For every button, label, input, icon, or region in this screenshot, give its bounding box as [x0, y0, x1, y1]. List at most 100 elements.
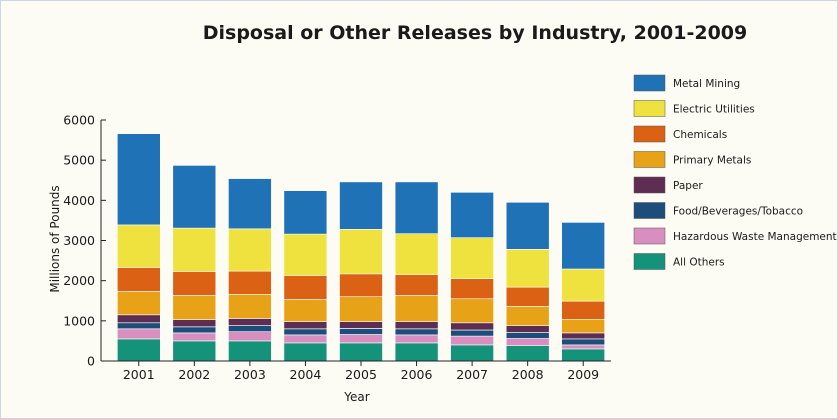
x-tick-label: 2008 — [512, 367, 544, 382]
x-axis: 2001 2002 2003 2004 2005 2006 2007 2008 2009 — [101, 360, 611, 382]
legend-swatch — [633, 151, 666, 168]
bar-segment-2006-electric-utilities — [394, 233, 439, 275]
bar-segment-2005-hazardous-waste-management — [339, 334, 383, 344]
bar-segment-2006-all-others — [394, 342, 439, 362]
bar-segment-2008-primary-metals — [505, 306, 550, 326]
y-tick-label: 3000 — [63, 233, 95, 248]
bars-group — [117, 133, 606, 362]
legend-swatch — [633, 253, 666, 270]
legend-swatch — [633, 125, 666, 143]
bar-segment-2005-chemicals — [339, 273, 383, 297]
bar-segment-2009-food-beverages-tobacco — [561, 338, 606, 346]
bar-segment-2002-food-beverages-tobacco — [172, 326, 217, 334]
bar-segment-2004-metal-mining — [283, 190, 328, 235]
x-axis-label: Year — [343, 390, 369, 404]
bar-segment-2004-all-others — [283, 342, 328, 362]
bar-segment-2008-chemicals — [505, 286, 550, 307]
bar-segment-2003-primary-metals — [228, 293, 272, 319]
y-tick-label: 4000 — [63, 193, 95, 208]
bar-segment-2008-all-others — [505, 345, 550, 362]
bar-segment-2001-paper — [117, 314, 161, 324]
y-tick-label: 1000 — [63, 313, 95, 328]
x-tick-label: 2007 — [456, 367, 488, 382]
bar-segment-2008-paper — [505, 325, 550, 333]
bar-segment-2004-paper — [283, 321, 328, 330]
bar-segment-2003-paper — [228, 318, 272, 326]
bar-segment-2006-paper — [394, 321, 439, 330]
bar-segment-2001-chemicals — [117, 267, 161, 292]
legend-label: Hazardous Waste Management — [673, 231, 837, 243]
bar-segment-2009-all-others — [561, 348, 606, 362]
bar-segment-2003-chemicals — [228, 270, 272, 295]
bar-segment-2008-hazardous-waste-management — [505, 338, 550, 346]
bar-segment-2001-electric-utilities — [117, 224, 161, 268]
bar-segment-2008-electric-utilities — [505, 249, 550, 288]
bar-segment-2009-metal-mining — [561, 222, 606, 270]
bar-segment-2003-metal-mining — [228, 178, 272, 230]
bar-segment-2003-food-beverages-tobacco — [228, 325, 272, 333]
bar-segment-2008-metal-mining — [505, 202, 550, 250]
bar-segment-2005-food-beverages-tobacco — [339, 328, 383, 335]
y-tick-label: 5000 — [63, 153, 95, 168]
bar-segment-2006-chemicals — [394, 274, 439, 296]
bar-segment-2004-hazardous-waste-management — [283, 334, 328, 344]
legend-label: Paper — [673, 180, 703, 192]
bar-segment-2007-primary-metals — [450, 298, 494, 324]
legend-swatch — [633, 202, 666, 219]
legend-label: Electric Utilities — [673, 104, 755, 116]
y-tick-label: 2000 — [63, 273, 95, 288]
bar-segment-2007-metal-mining — [450, 192, 494, 239]
bar-segment-2007-electric-utilities — [450, 237, 494, 279]
bar-segment-2005-paper — [339, 321, 383, 329]
bar-segment-2006-primary-metals — [394, 295, 439, 322]
bar-segment-2004-food-beverages-tobacco — [283, 328, 328, 336]
y-axis-label: Millions of Pounds — [48, 185, 62, 292]
bar-segment-2001-all-others — [117, 338, 161, 362]
bar-segment-2002-metal-mining — [172, 165, 217, 229]
bar-segment-2002-chemicals — [172, 271, 217, 296]
bar-segment-2006-food-beverages-tobacco — [394, 328, 439, 336]
bar-segment-2009-paper — [561, 332, 606, 340]
y-axis: 0 1000 2000 3000 4000 5000 6000 — [63, 113, 106, 369]
bar-segment-2006-metal-mining — [394, 181, 439, 234]
bar-segment-2001-food-beverages-tobacco — [117, 322, 161, 330]
bar-segment-2001-metal-mining — [117, 133, 161, 226]
bar-segment-2004-electric-utilities — [283, 233, 328, 276]
bar-segment-2002-electric-utilities — [172, 227, 217, 272]
legend-swatch — [633, 227, 666, 245]
y-tick-label: 6000 — [63, 113, 95, 128]
bar-segment-2005-metal-mining — [339, 181, 383, 230]
legend-label: All Others — [673, 257, 725, 269]
bar-segment-2001-hazardous-waste-management — [117, 328, 161, 340]
bar-segment-2002-primary-metals — [172, 295, 217, 320]
legend-swatch — [633, 100, 666, 117]
bar-segment-2007-paper — [450, 322, 494, 331]
legend-label: Primary Metals — [673, 155, 751, 167]
bar-segment-2007-all-others — [450, 344, 494, 362]
bar-segment-2006-hazardous-waste-management — [394, 334, 439, 344]
bar-segment-2004-chemicals — [283, 275, 328, 300]
bar-segment-2003-electric-utilities — [228, 228, 272, 272]
x-tick-label: 2001 — [123, 367, 155, 382]
x-tick-label: 2004 — [290, 367, 322, 382]
bar-segment-2009-electric-utilities — [561, 268, 606, 302]
x-tick-label: 2002 — [178, 367, 210, 382]
bar-segment-2002-hazardous-waste-management — [172, 332, 217, 342]
legend-label: Food/Beverages/Tobacco — [673, 206, 803, 218]
bar-segment-2009-hazardous-waste-management — [561, 344, 606, 350]
bar-segment-2005-all-others — [339, 342, 383, 362]
x-tick-label: 2003 — [234, 367, 266, 382]
x-tick-label: 2009 — [567, 367, 599, 382]
bar-segment-2007-food-beverages-tobacco — [450, 329, 494, 337]
bar-segment-2005-primary-metals — [339, 296, 383, 322]
bar-segment-2002-all-others — [172, 340, 217, 362]
bar-segment-2003-all-others — [228, 340, 272, 362]
y-tick-label: 0 — [87, 354, 95, 369]
chart-title: Disposal or Other Releases by Industry, … — [203, 22, 748, 44]
bar-segment-2003-hazardous-waste-management — [228, 331, 272, 342]
legend: Metal Mining Electric Utilities Chemicals P… — [633, 74, 837, 270]
bar-segment-2002-paper — [172, 319, 217, 328]
bar-segment-2007-chemicals — [450, 278, 494, 300]
